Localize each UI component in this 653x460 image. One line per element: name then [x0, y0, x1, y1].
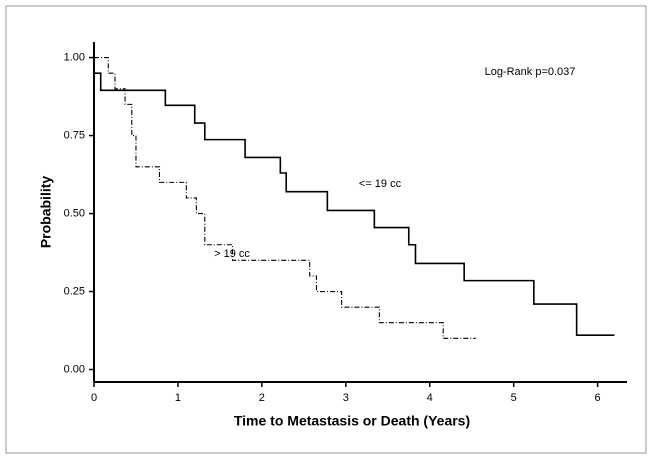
x-tick-label: 4 [427, 392, 433, 404]
x-tick-label: 6 [595, 392, 601, 404]
annotation: Log-Rank p=0.037 [485, 66, 576, 78]
x-tick-label: 2 [259, 392, 265, 404]
y-tick-label: 0.25 [64, 285, 85, 297]
y-tick-label: 0.50 [64, 207, 85, 219]
series-label: > 19 cc [214, 248, 250, 260]
survival-curve [94, 57, 476, 339]
series-label: <= 19 cc [359, 178, 402, 190]
survival-curve [94, 72, 615, 337]
x-tick-label: 3 [343, 392, 349, 404]
x-tick-label: 5 [511, 392, 517, 404]
y-tick-label: 0.00 [64, 363, 85, 375]
x-tick-label: 0 [91, 392, 97, 404]
x-tick-label: 1 [175, 392, 181, 404]
y-tick-label: 0.75 [64, 129, 85, 141]
frame [5, 5, 647, 454]
x-axis-title: Time to Metastasis or Death (Years) [234, 413, 470, 429]
y-tick-label: 1.00 [64, 52, 85, 64]
y-axis-title: Probability [38, 176, 54, 249]
